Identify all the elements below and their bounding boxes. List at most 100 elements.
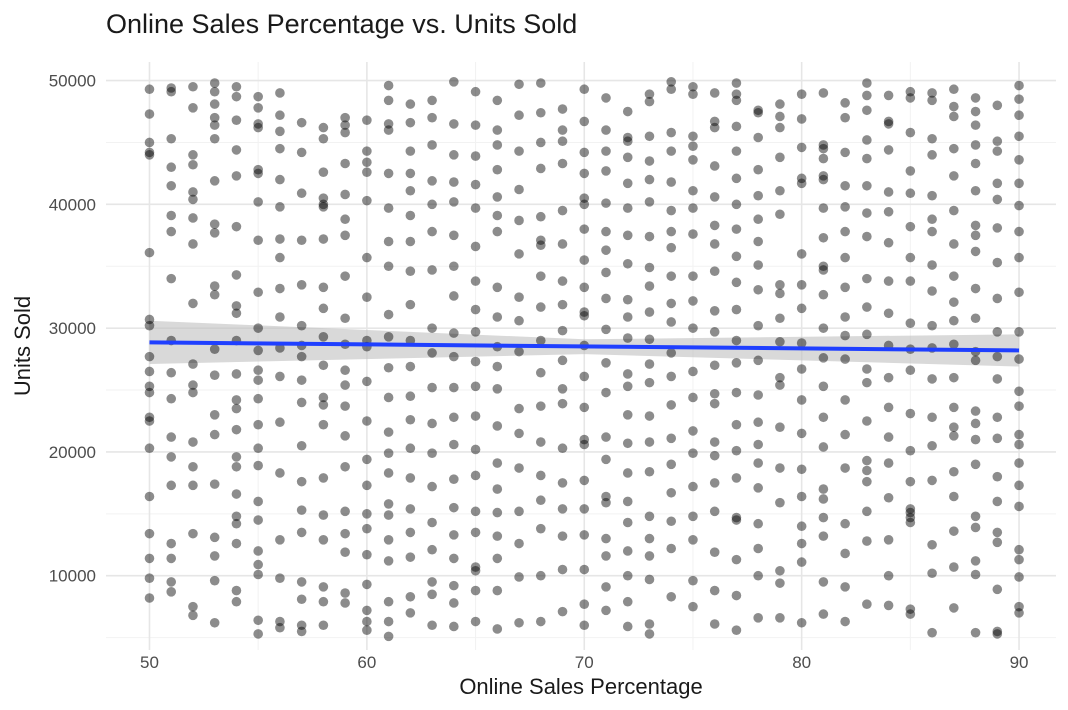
scatter-point [383,631,394,642]
scatter-point [253,515,263,525]
scatter-point [231,221,242,232]
scatter-point [666,127,677,138]
scatter-point [275,110,285,121]
scatter-point [427,323,437,333]
scatter-point [818,494,829,504]
scatter-point [231,424,242,435]
scatter-point [840,226,850,237]
scatter-point [731,358,742,368]
scatter-point [622,517,633,528]
scatter-point [1014,458,1024,468]
scatter-point [796,249,807,259]
scatter-point [318,392,329,403]
scatter-point [818,353,829,363]
scatter-point [383,510,394,520]
scatter-point [362,292,372,303]
scatter-point [666,226,677,237]
scatter-point [166,273,177,284]
scatter-point [753,458,763,468]
scatter-point [905,504,916,514]
scatter-point [775,613,785,623]
scatter-point [796,464,807,475]
scatter-point [666,317,677,327]
scatter-point [949,171,959,181]
scatter-point [470,585,481,596]
scatter-point [731,277,742,288]
scatter-point [557,299,568,310]
scatter-point [296,476,307,487]
scatter-point [775,280,785,290]
scatter-point [253,235,263,246]
scatter-point [818,265,829,275]
scatter-point [492,226,503,237]
scatter-point [449,530,459,540]
scatter-point [427,577,437,587]
scatter-point [383,362,394,373]
scatter-point [405,552,416,562]
scatter-point [883,535,894,545]
scatter-point [362,146,372,156]
scatter-point [862,302,872,312]
scatter-point [318,234,329,244]
scatter-point [579,199,590,210]
scatter-point [275,622,285,633]
scatter-point [383,616,394,627]
scatter-point [796,364,807,374]
scatter-point [731,515,742,525]
scatter-point [209,219,220,229]
scatter-point [340,401,350,411]
scatter-point [622,312,633,322]
scatter-point [753,260,763,270]
scatter-point [753,164,763,175]
scatter-point [818,323,829,333]
scatter-point [535,211,546,222]
scatter-point [1014,327,1024,337]
scatter-point [622,621,633,632]
scatter-point [296,594,307,605]
scatter-point [644,533,655,544]
scatter-point [688,89,698,99]
scatter-point [144,412,155,423]
scatter-point [796,142,807,153]
scatter-point [644,411,655,421]
scatter-point [362,509,372,519]
scatter-point [644,262,655,273]
scatter-point [753,132,763,143]
scatter-point [1014,252,1024,263]
scatter-point [557,104,568,114]
scatter-point [775,185,785,196]
scatter-point [470,151,481,161]
scatter-point [470,327,481,337]
scatter-point [188,187,198,197]
scatter-point [492,585,503,596]
scatter-point [862,273,872,284]
scatter-point [731,224,742,234]
scatter-point [731,335,742,346]
scatter-point [775,209,785,220]
scatter-point [405,146,416,156]
scatter-point [775,111,785,122]
scatter-point [666,516,677,527]
scatter-point [535,470,546,481]
scatter-point [949,526,959,536]
scatter-point [166,577,177,587]
scatter-point [166,86,177,97]
scatter-point [535,437,546,447]
scatter-point [1014,386,1024,397]
scatter-point [275,88,285,98]
scatter-point [144,573,155,584]
scatter-point [492,507,503,518]
scatter-point [405,608,416,618]
scatter-point [992,412,1003,423]
scatter-point [905,512,916,523]
scatter-point [275,174,285,185]
scatter-point [796,114,807,124]
scatter-point [905,517,916,528]
scatter-point [188,213,198,223]
scatter-point [601,358,611,368]
scatter-point [449,77,459,87]
scatter-point [253,168,263,179]
scatter-point [949,205,959,216]
scatter-point [862,465,872,476]
scatter-point [188,239,198,249]
